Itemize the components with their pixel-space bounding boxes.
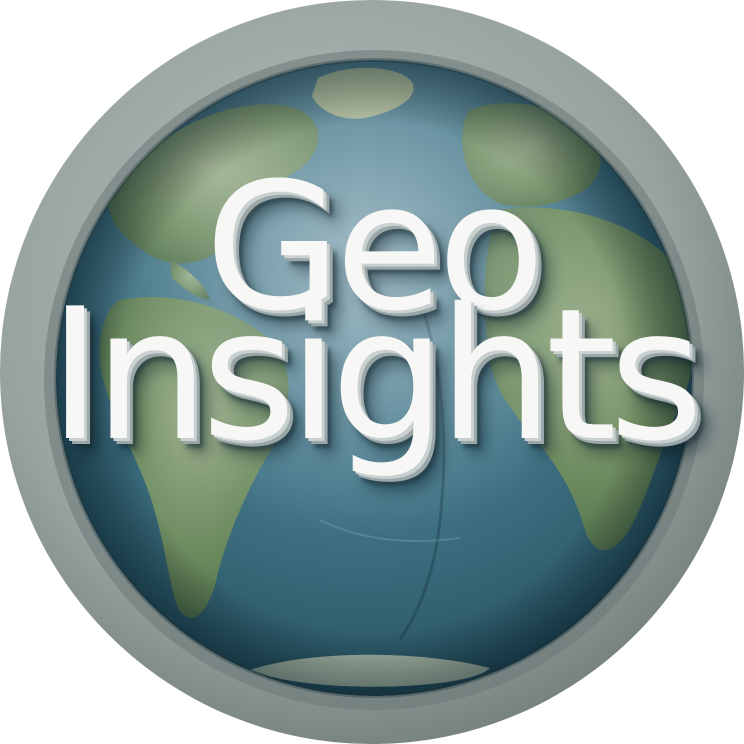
globe [56,60,692,696]
